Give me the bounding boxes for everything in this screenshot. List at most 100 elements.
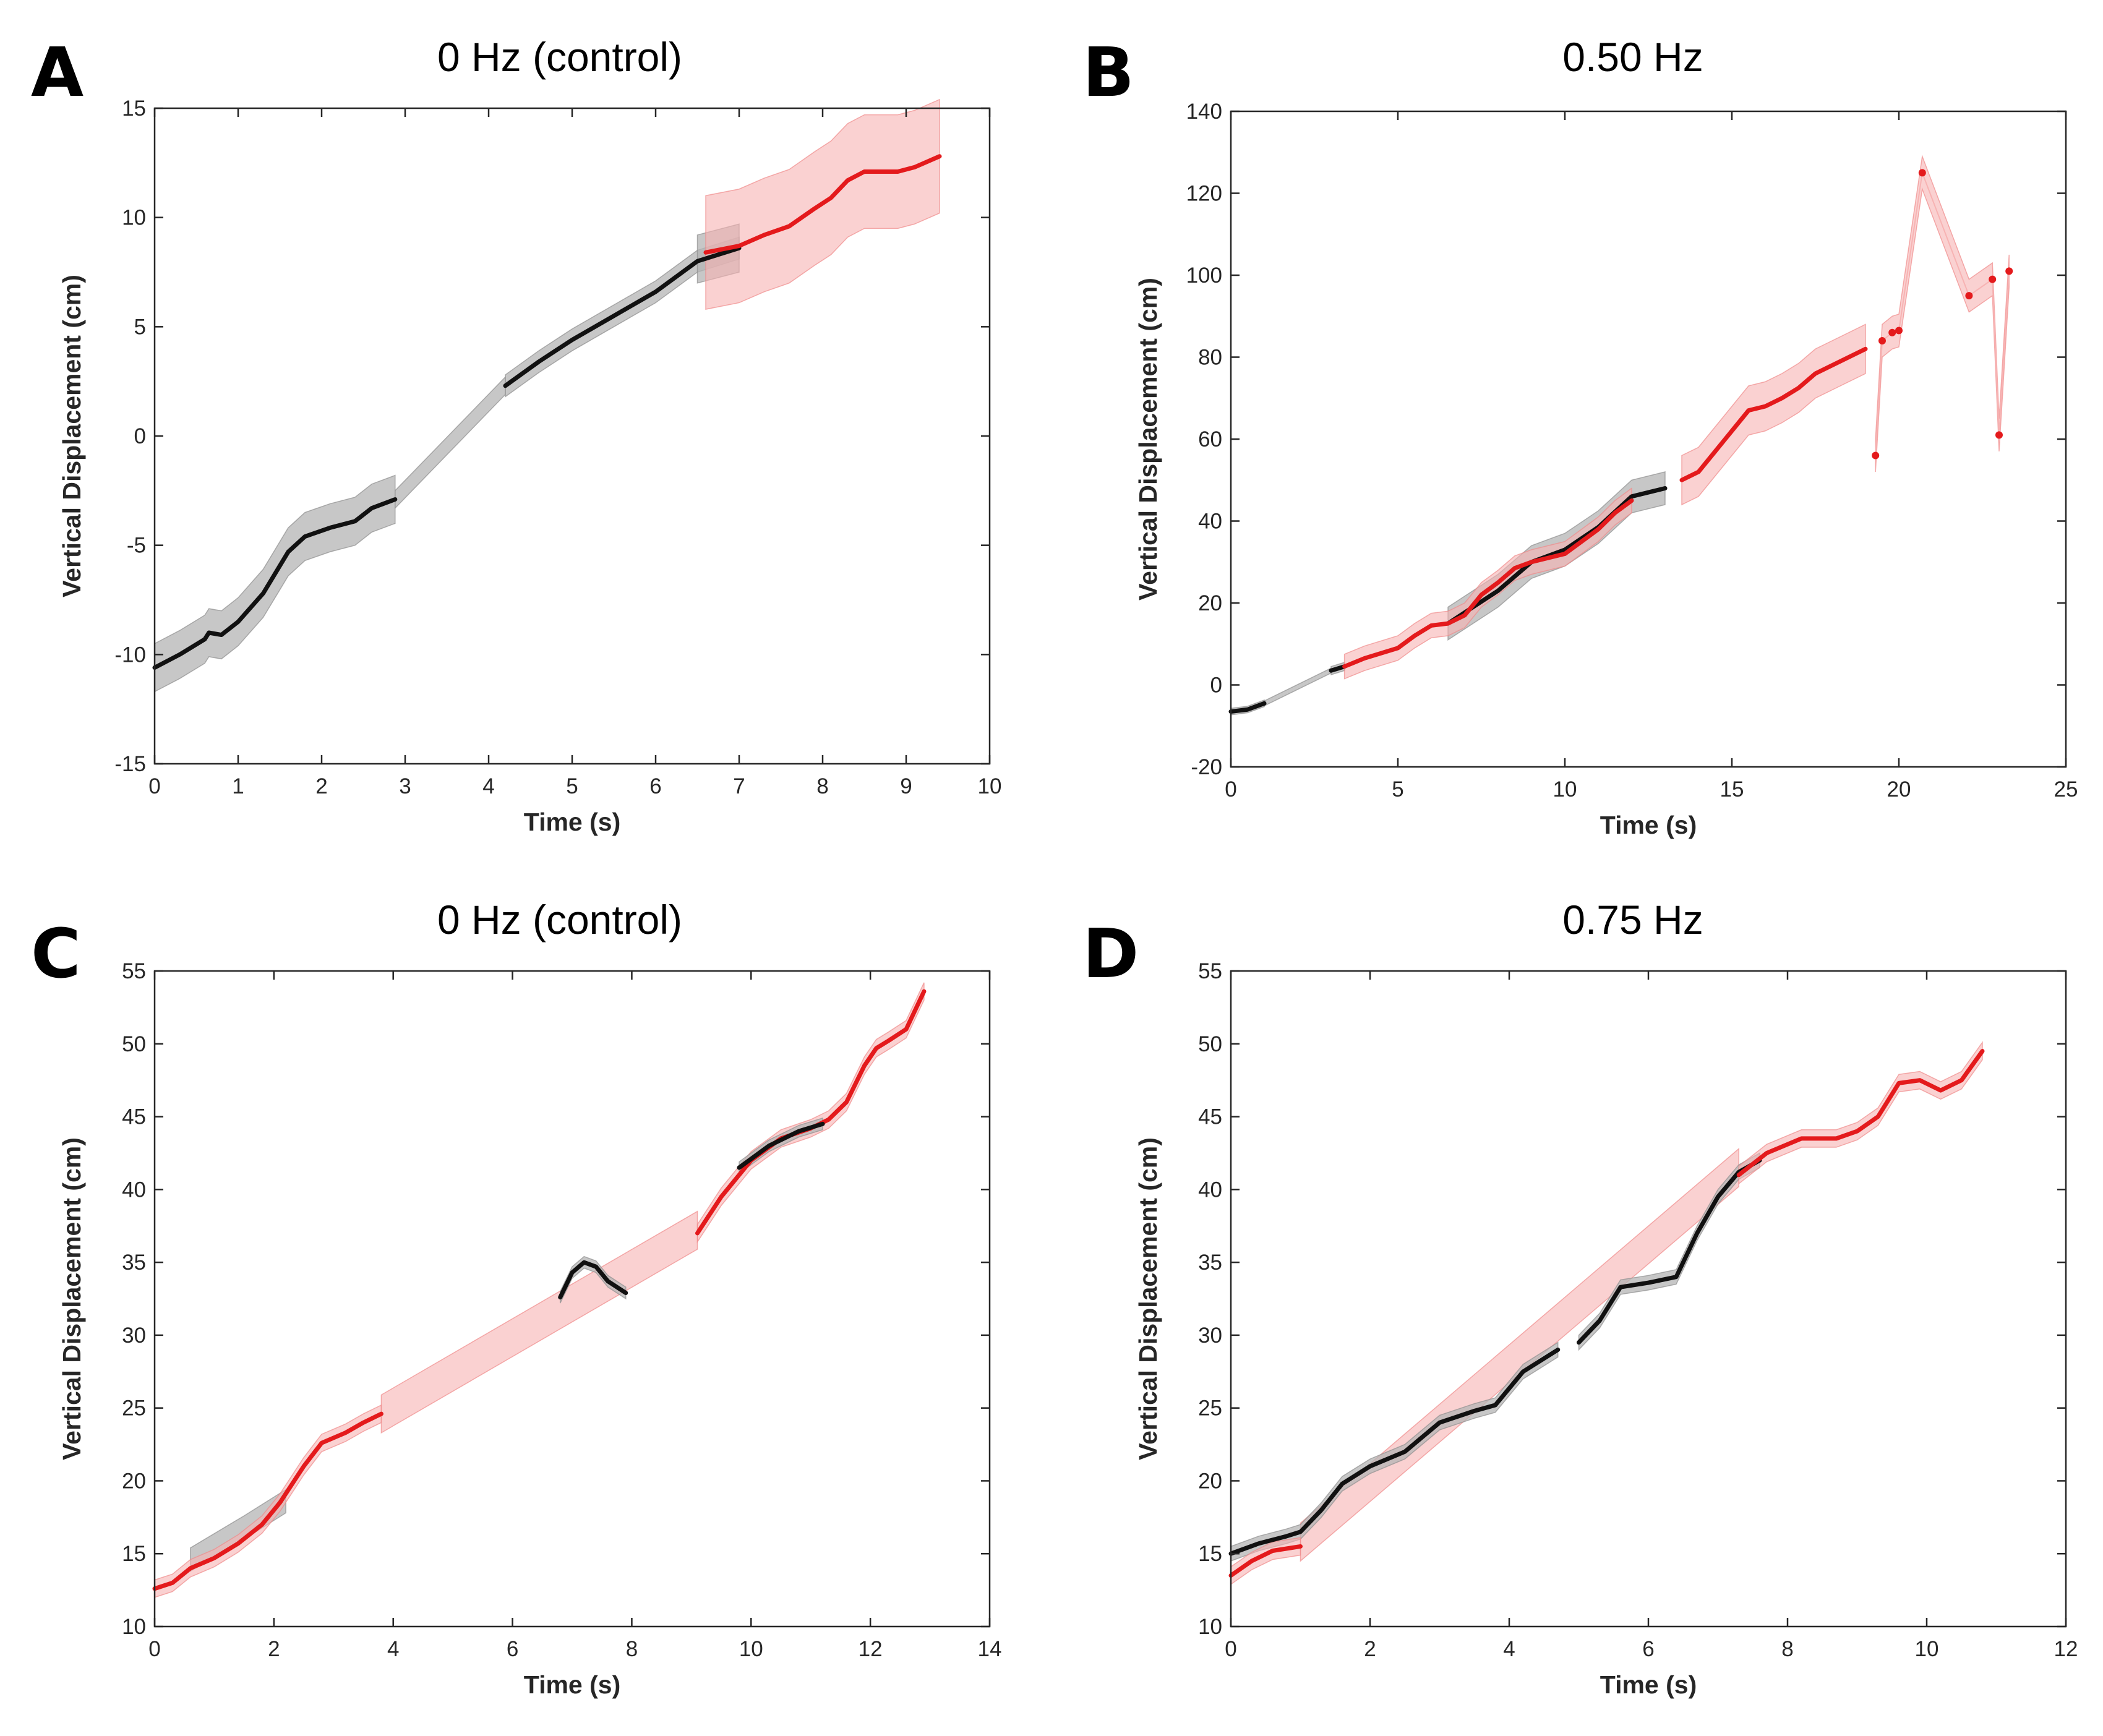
x-tick-label: 5	[566, 774, 578, 798]
x-tick-label: 1	[232, 774, 244, 798]
y-tick-label: 10	[1198, 1615, 1222, 1639]
y-tick-label: 25	[1198, 1396, 1222, 1421]
panel-c: C 0 Hz (control) 0 2 4 6 8 10 12 14 10 15 20 25 30 35 40…	[31, 897, 1001, 1699]
series-line-black_2	[1577, 1158, 1762, 1345]
x-tick-label: 12	[859, 1637, 883, 1661]
series-lines	[1228, 169, 2013, 714]
y-tick-label: 30	[122, 1323, 146, 1348]
y-axis: -20 0 20 40 60 80 100 120 140	[1186, 100, 2066, 779]
x-tick-label: 25	[2054, 777, 2078, 802]
series-line-black_1	[1228, 1347, 1561, 1556]
x-tick-label: 14	[978, 1637, 1002, 1661]
y-tick-label: 30	[1198, 1323, 1222, 1348]
chart-title: 0.50 Hz	[1562, 34, 1703, 80]
x-tick-label: 0	[1225, 1637, 1236, 1661]
x-tick-label: 2	[315, 774, 327, 798]
y-tick-label: 10	[122, 206, 146, 230]
data-point	[1995, 431, 2003, 439]
chart-title: 0 Hz (control)	[437, 897, 682, 943]
y-tick-label: 0	[134, 424, 146, 448]
y-tick-label: 15	[1198, 1542, 1222, 1566]
x-tick-label: 0	[148, 774, 160, 798]
x-tick-label: 12	[2054, 1637, 2078, 1661]
chart-title: 0.75 Hz	[1562, 897, 1703, 943]
series-line-red_2	[1736, 1049, 1985, 1178]
y-tick-label: 50	[122, 1032, 146, 1056]
series-line-black_2	[737, 1121, 825, 1170]
x-tick-label: 6	[507, 1637, 518, 1661]
x-axis: 0 2 4 6 8 10 12	[1225, 971, 2078, 1661]
series-line-red_2	[695, 989, 927, 1236]
y-tick-label: 140	[1186, 100, 1222, 124]
x-axis-label: Time (s)	[1600, 811, 1697, 839]
x-tick-label: 2	[268, 1637, 280, 1661]
data-point	[1878, 337, 1886, 344]
x-tick-label: 10	[1553, 777, 1577, 802]
y-tick-label: 55	[122, 959, 146, 983]
series-line-red_1	[152, 1411, 383, 1591]
y-tick-label: 20	[1198, 591, 1222, 615]
y-axis-label: Vertical Displacement (cm)	[58, 275, 86, 597]
y-tick-label: 45	[1198, 1105, 1222, 1129]
x-tick-label: 6	[649, 774, 661, 798]
y-tick-label: 35	[1198, 1251, 1222, 1275]
data-point	[1888, 328, 1896, 336]
x-tick-label: 2	[1364, 1637, 1376, 1661]
x-tick-label: 10	[739, 1637, 763, 1661]
y-axis-label: Vertical Displacement (cm)	[58, 1137, 86, 1460]
y-tick-label: 55	[1198, 959, 1222, 983]
confidence-band-red_1	[1343, 487, 1632, 680]
x-tick-label: 9	[900, 774, 912, 798]
series-line-black_1	[558, 1260, 628, 1300]
x-tick-label: 0	[148, 1637, 160, 1661]
series-line-red_2	[1679, 346, 1868, 482]
y-axis: 10 15 20 25 30 35 40 45 50 55	[122, 959, 990, 1639]
series-line-black_1	[1228, 701, 1267, 714]
x-tick-label: 5	[1392, 777, 1403, 802]
y-axis: -15 -10 -5 0 5 10 15	[114, 96, 990, 776]
series-line-red_1	[703, 154, 942, 255]
confidence-band-red_2	[696, 982, 925, 1244]
x-axis: 0 1 2 3 4 5 6 7 8 9 10	[148, 108, 1001, 798]
series-line-black_2	[1329, 664, 1347, 673]
x-tick-label: 3	[399, 774, 411, 798]
y-tick-label: 5	[134, 315, 146, 339]
x-tick-label: 15	[1720, 777, 1744, 802]
axes-frame	[153, 970, 991, 1628]
series-lines	[152, 154, 942, 670]
x-axis: 0 5 10 15 20 25	[1225, 111, 2078, 802]
y-tick-label: 50	[1198, 1032, 1222, 1056]
panel-a: A 0 Hz (control) 0 1 2 3 4 5 6 7 8 9 10 -15 -10 -5 0 5 10 1…	[31, 33, 1001, 836]
x-tick-label: 20	[1887, 777, 1911, 802]
x-tick-label: 8	[816, 774, 828, 798]
y-tick-label: -20	[1191, 755, 1222, 779]
y-tick-label: 40	[122, 1178, 146, 1202]
series-line-red_1	[1228, 1544, 1303, 1578]
x-tick-label: 0	[1225, 777, 1236, 802]
data-point	[1965, 292, 1973, 300]
series-line-black_2	[503, 246, 742, 388]
panel-letter: C	[31, 914, 81, 993]
y-tick-label: -15	[114, 752, 146, 776]
y-tick-label: 100	[1186, 263, 1222, 288]
series-lines	[1228, 1049, 1985, 1578]
panel-letter: A	[31, 33, 84, 112]
y-tick-label: 45	[122, 1105, 146, 1129]
y-tick-label: 60	[1198, 427, 1222, 451]
x-axis-label: Time (s)	[1600, 1670, 1697, 1699]
x-tick-label: 8	[626, 1637, 638, 1661]
y-tick-label: 40	[1198, 510, 1222, 534]
y-tick-label: 25	[122, 1396, 146, 1421]
chart-title: 0 Hz (control)	[437, 34, 682, 80]
panel-d: D 0.75 Hz 0 2 4 6 8 10 12 10 15 20 25 30 35 40 45 50 55 Tim…	[1082, 897, 2078, 1699]
x-tick-label: 10	[1915, 1637, 1939, 1661]
y-tick-label: 15	[122, 96, 146, 121]
confidence-band-red_gap	[380, 1210, 698, 1434]
x-axis-label: Time (s)	[524, 1670, 620, 1699]
series-line-black_3	[1446, 486, 1668, 626]
y-axis: 10 15 20 25 30 35 40 45 50 55	[1198, 959, 2066, 1639]
y-tick-label: 0	[1210, 673, 1222, 698]
series-lines	[152, 989, 927, 1591]
series-line-black_1	[152, 497, 398, 670]
